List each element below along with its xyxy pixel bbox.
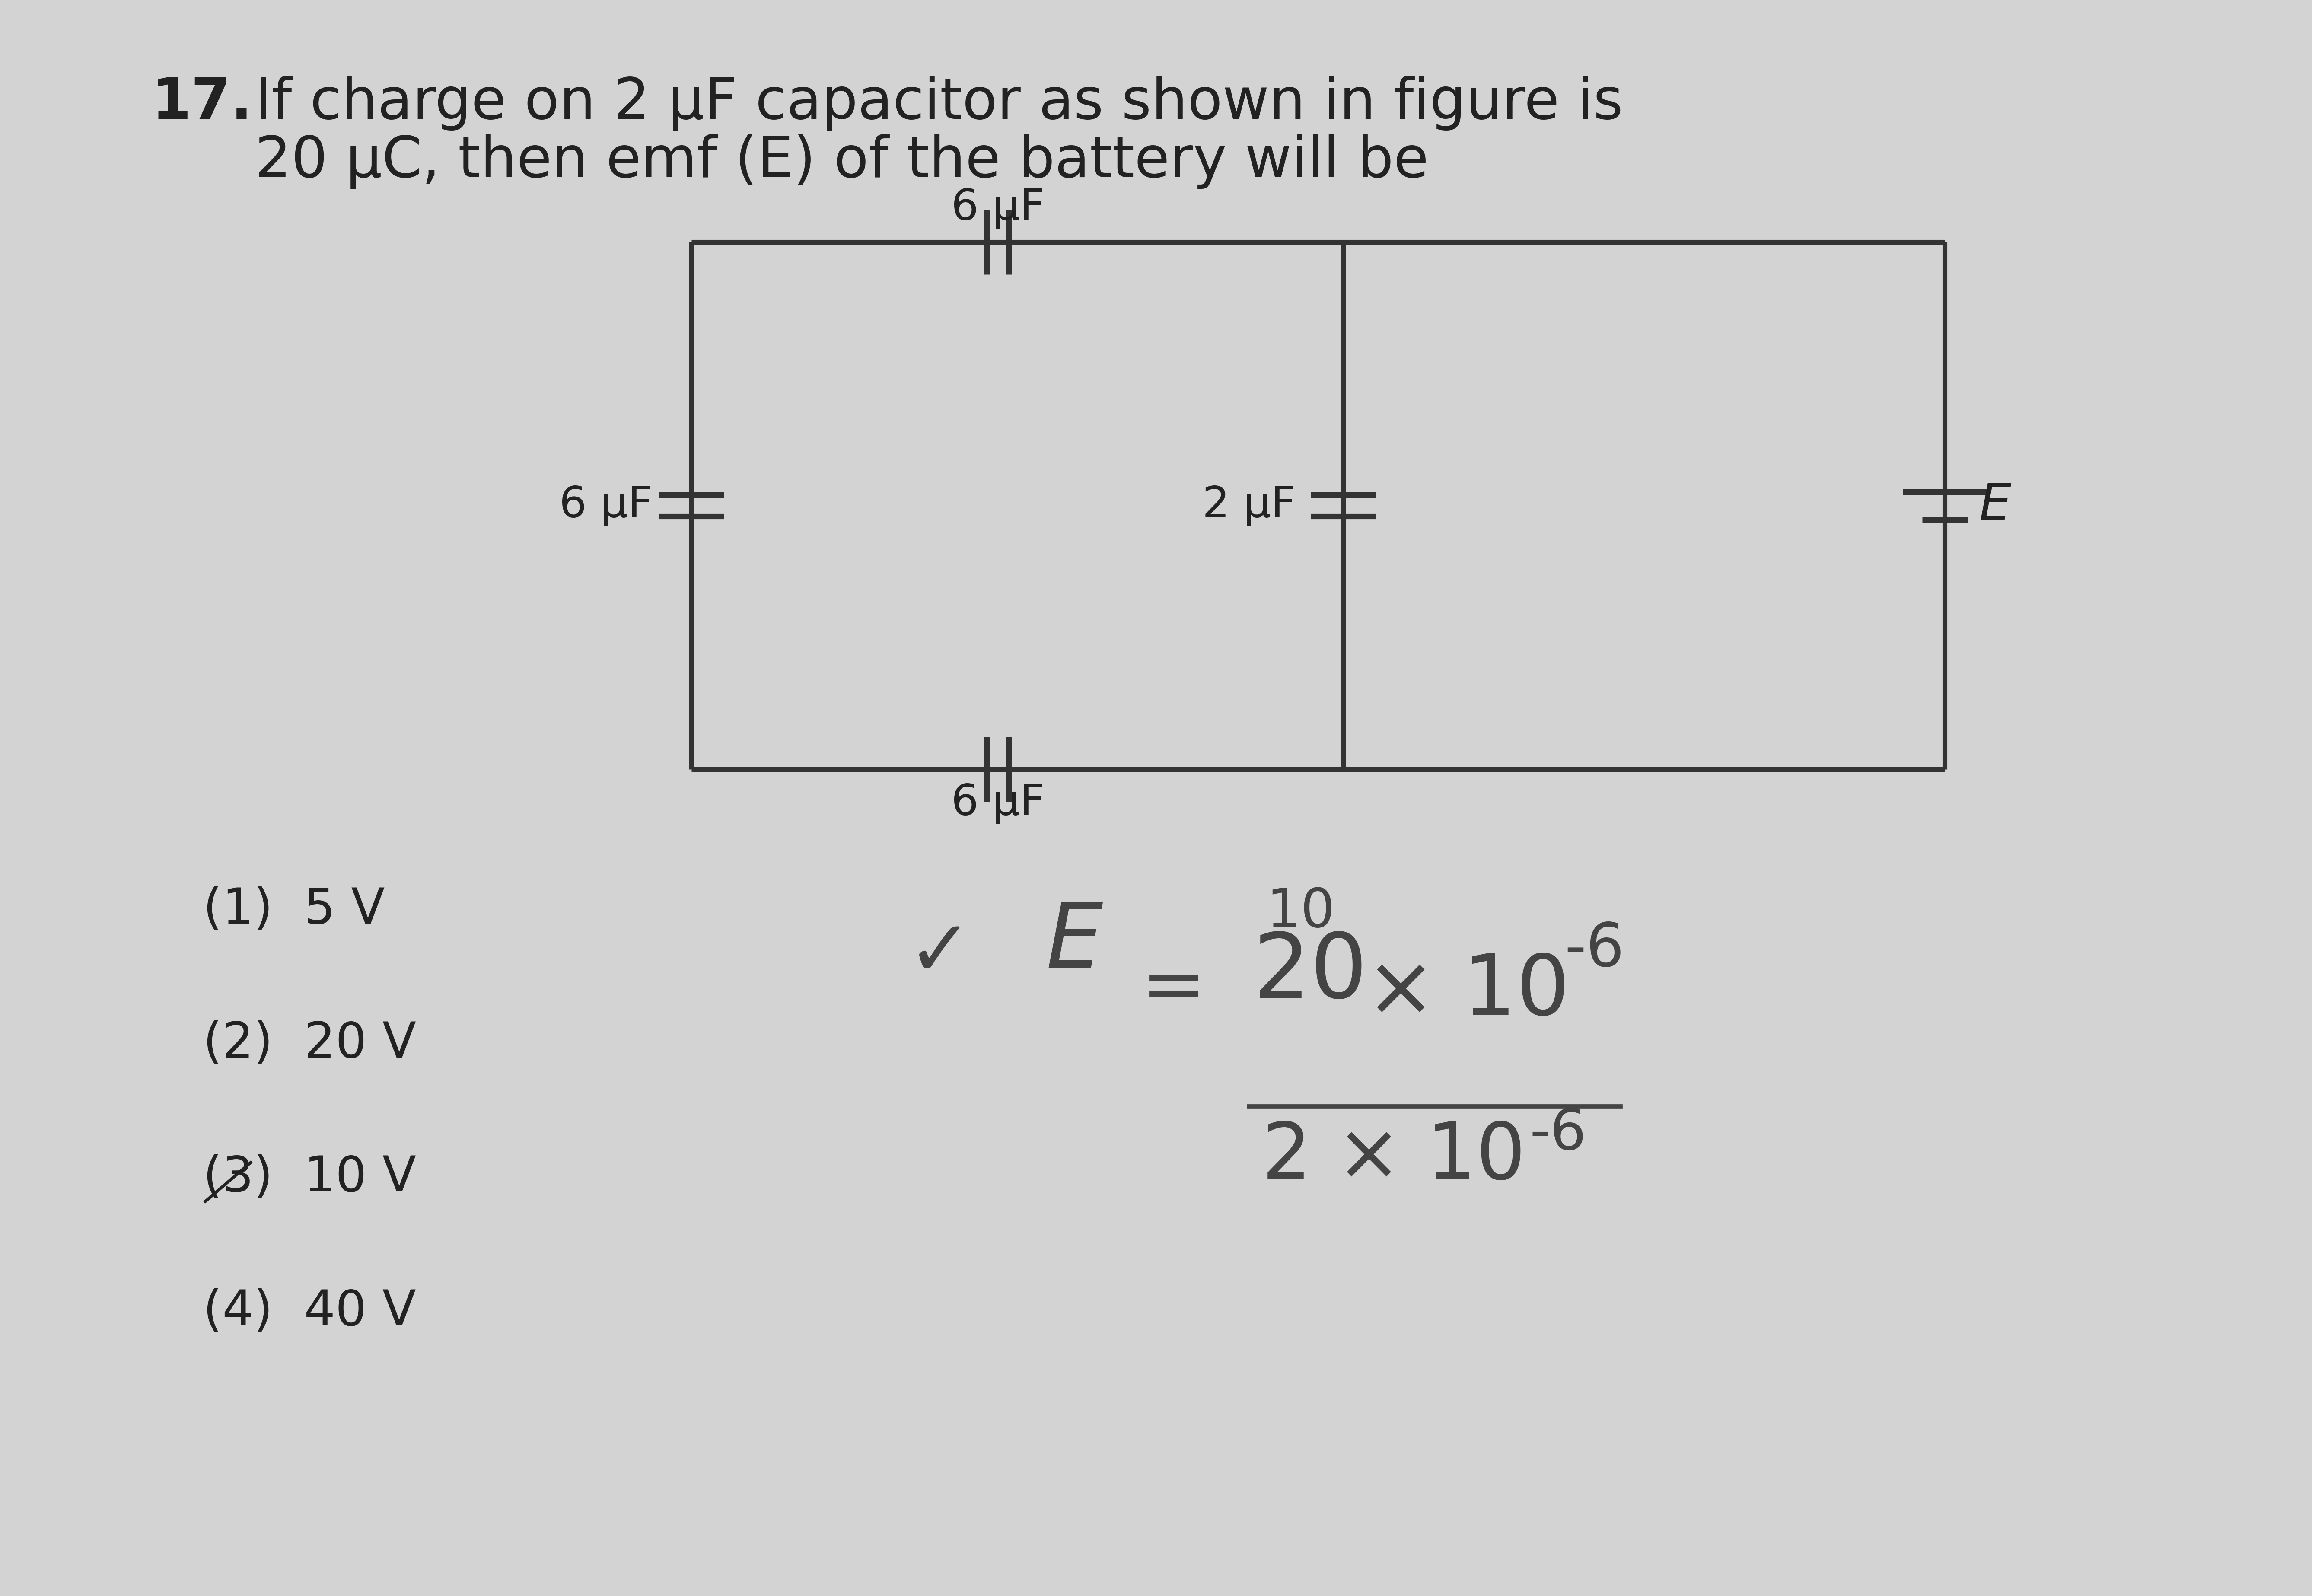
Text: -6: -6 <box>1531 1106 1586 1162</box>
Text: 6 μF: 6 μF <box>950 782 1045 824</box>
Text: E: E <box>1045 899 1103 986</box>
Text: 2 μF: 2 μF <box>1202 485 1295 527</box>
Text: 20 μC, then emf (E) of the battery will be: 20 μC, then emf (E) of the battery will … <box>254 134 1429 188</box>
Text: × 10: × 10 <box>1366 951 1570 1033</box>
Text: (2)  20 V: (2) 20 V <box>203 1020 416 1068</box>
Text: (4)  40 V: (4) 40 V <box>203 1288 416 1336</box>
Text: ✓: ✓ <box>909 916 973 993</box>
Text: =: = <box>1140 951 1207 1026</box>
Text: 20: 20 <box>1253 929 1369 1017</box>
Text: 2 × 10: 2 × 10 <box>1262 1119 1526 1195</box>
Text: E: E <box>1979 480 2011 530</box>
Text: 17.: 17. <box>150 75 252 131</box>
Text: 6 μF: 6 μF <box>950 187 1045 230</box>
Text: -6: -6 <box>1565 921 1623 978</box>
Text: 6 μF: 6 μF <box>560 485 652 527</box>
Text: If charge on 2 μF capacitor as shown in figure is: If charge on 2 μF capacitor as shown in … <box>254 75 1623 131</box>
Text: (3)  10 V: (3) 10 V <box>203 1154 416 1202</box>
Text: 10: 10 <box>1267 886 1334 938</box>
Text: (1)  5 V: (1) 5 V <box>203 886 384 934</box>
